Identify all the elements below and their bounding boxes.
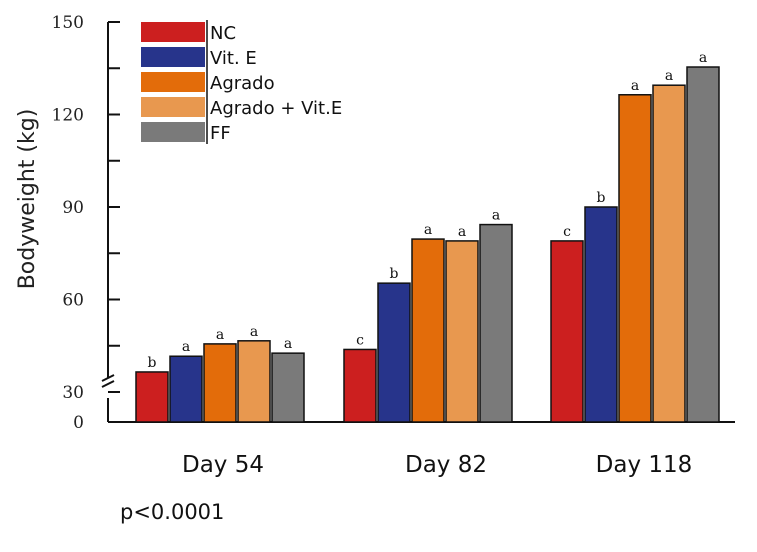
significance-letter: c [563,224,571,240]
bar [135,371,169,423]
legend-swatch [141,72,205,92]
bar [479,223,513,423]
legend-label: FF [210,123,231,144]
bar [550,240,584,423]
bar [343,348,377,423]
x-category-label: Day 118 [596,452,693,478]
y-tick-label: 60 [62,291,84,311]
bar [377,282,411,423]
legend-label: NC [210,23,236,44]
legend-swatch [141,122,205,142]
significance-letter: a [665,68,673,84]
y-tick-label: 150 [52,13,84,33]
significance-letter: a [182,339,190,355]
axes: 0 30 60 90 120 150 Day 54 Day 82 Day 118 [52,13,735,478]
axis-break-mark [101,380,115,388]
bar [271,352,305,423]
bar [686,66,720,423]
p-value-annotation: p<0.0001 [120,500,225,524]
y-tick-label: 90 [62,198,84,218]
legend: NC Vit. E Agrado Agrado + Vit.E FF [141,20,342,144]
significance-letter: a [631,78,639,94]
significance-letter: c [356,332,364,348]
legend-label: Agrado + Vit.E [210,98,342,119]
significance-letter: b [148,355,157,371]
significance-letter: a [458,224,466,240]
legend-label: Vit. E [210,48,257,69]
bar [237,340,271,423]
bar [618,94,652,423]
significance-letter: a [250,324,258,340]
significance-letter: b [390,266,399,282]
legend-swatch [141,97,205,117]
bar [652,84,686,423]
significance-letter: b [597,190,606,206]
legend-swatch [141,47,205,67]
axis-break-mark [101,374,115,382]
legend-label: Agrado [210,73,275,94]
significance-letter: a [492,208,500,224]
bar [203,343,237,423]
y-tick-label: 120 [52,106,84,126]
significance-letter: a [424,222,432,238]
bar [445,240,479,423]
significance-letter: a [216,327,224,343]
bar [584,206,618,423]
y-tick-label: 0 [73,413,84,433]
significance-letter: a [284,336,292,352]
bar [169,355,203,423]
bars: b a a a a c b a a a c b a a a [135,50,720,423]
y-tick-label: 30 [62,383,84,403]
significance-letter: a [699,50,707,66]
legend-swatch [141,22,205,42]
x-category-label: Day 54 [182,452,264,478]
y-axis-label: Bodyweight (kg) [15,109,40,290]
bar [411,238,445,423]
x-category-label: Day 82 [405,452,487,478]
